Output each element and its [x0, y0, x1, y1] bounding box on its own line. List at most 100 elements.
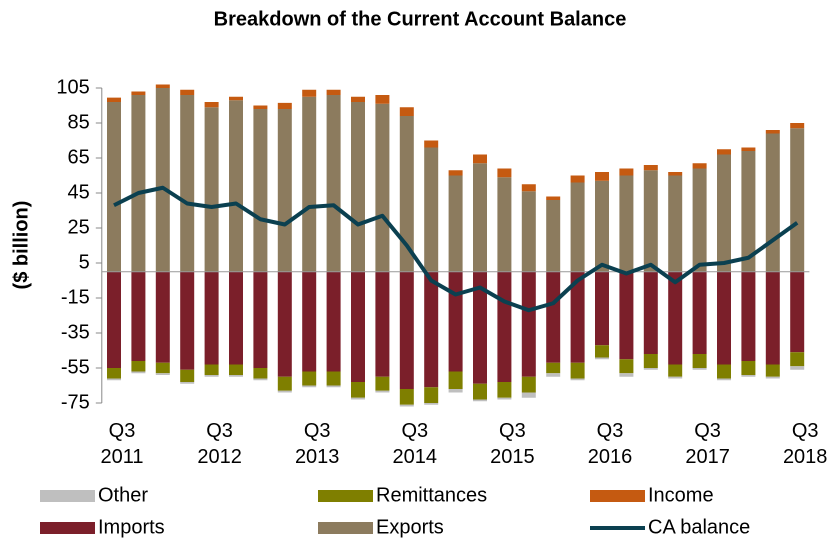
bar-segment	[546, 271, 561, 363]
bar-segment	[521, 191, 536, 272]
bar-segment	[765, 364, 780, 377]
legend-swatch	[318, 490, 373, 502]
bar-segment	[473, 154, 487, 164]
bar-segment	[497, 271, 512, 382]
bar-segment	[424, 140, 439, 148]
bar-segment	[302, 371, 317, 386]
legend-label: CA balance	[648, 516, 750, 538]
bar-segment	[253, 105, 268, 109]
bar-segment	[643, 354, 658, 368]
bar-segment	[351, 271, 365, 382]
legend-swatch	[40, 522, 95, 534]
legend-label: Exports	[376, 516, 444, 538]
y-tick-label: -55	[61, 356, 90, 378]
bar-segment	[790, 271, 805, 353]
bar-segment	[424, 147, 439, 272]
bar-segment	[180, 89, 195, 95]
bar-segment	[399, 116, 414, 272]
bar-segment	[277, 390, 292, 393]
bar-segment	[204, 102, 219, 108]
bar-segment	[668, 271, 683, 365]
bar-segment	[155, 362, 170, 374]
bar-segment	[546, 362, 561, 374]
y-tick-label: 105	[56, 76, 89, 98]
bar-segment	[448, 175, 463, 272]
bar-segment	[765, 130, 780, 134]
bar-segment	[595, 345, 609, 358]
bar-segment	[595, 357, 609, 360]
bar-segment	[521, 184, 536, 192]
bar-segment	[131, 91, 146, 95]
bar-segment	[399, 107, 414, 116]
bar-segment	[399, 271, 414, 389]
bar-segment	[375, 390, 390, 393]
bar-segment	[375, 95, 390, 104]
y-tick-label: -35	[61, 321, 90, 343]
bar-segment	[326, 89, 341, 95]
bar-segment	[619, 168, 634, 176]
bar-segment	[668, 175, 683, 272]
legend-swatch	[40, 490, 95, 502]
bar-segment	[204, 271, 219, 365]
bar-segment	[741, 375, 756, 377]
bar-segment	[399, 389, 414, 405]
bar-segment	[546, 373, 561, 377]
bar-segment	[497, 177, 512, 272]
bar-segment	[619, 175, 634, 272]
bar-segment	[424, 387, 439, 403]
bar-segment	[570, 378, 585, 381]
legend-label: Remittances	[376, 484, 487, 506]
bar-segment	[107, 368, 121, 379]
bar-segment	[692, 368, 707, 370]
bar-segment	[546, 200, 561, 272]
bar-segment	[229, 375, 243, 377]
bar-segment	[351, 397, 365, 400]
bar-segment	[180, 382, 195, 384]
bar-segment	[326, 271, 341, 372]
bar-segment	[131, 271, 146, 361]
bar-segment	[107, 97, 121, 102]
bar-segment	[375, 376, 390, 391]
bar-segment	[253, 368, 268, 379]
bar-segment	[741, 151, 756, 272]
bar-segment	[790, 352, 805, 367]
x-tick-label: Q3 2018	[782, 420, 828, 468]
bar-segment	[399, 404, 414, 407]
bar-segment	[277, 271, 292, 377]
bar-segment	[595, 172, 609, 181]
x-tick-label: Q3 2011	[100, 420, 144, 468]
x-tick-label: Q3 2015	[490, 420, 535, 468]
line	[113, 185, 799, 313]
bar-segment	[326, 371, 341, 386]
bar-segment	[497, 397, 512, 400]
bar-segment	[351, 382, 365, 398]
bar-segment	[180, 95, 195, 272]
bar-segment	[692, 168, 707, 272]
bar-segment	[180, 369, 195, 382]
bar-segment	[717, 154, 731, 272]
bar-segment	[326, 95, 341, 272]
bar-segment	[717, 364, 731, 379]
bar-segment	[643, 271, 658, 354]
bar-segment	[790, 123, 805, 129]
bar-segment	[326, 385, 341, 388]
bar-segment	[107, 378, 121, 381]
bar-segment	[790, 366, 805, 370]
bar-segment	[741, 271, 756, 361]
x-tick-label: Q3 2012	[197, 420, 242, 468]
bar-segment	[643, 368, 658, 370]
bar-segment	[229, 96, 243, 101]
bar-segment	[155, 84, 170, 88]
bar-segment	[692, 163, 707, 169]
bar-segment	[497, 382, 512, 398]
bar-segment	[668, 172, 683, 176]
x-tick-label: Q3 2016	[587, 420, 633, 468]
y-tick-label: -15	[61, 286, 90, 308]
bar-segment	[521, 392, 536, 398]
bar-segment	[107, 102, 121, 272]
bar-segment	[741, 147, 756, 151]
y-tick-label: 65	[68, 146, 90, 168]
bar-segment	[741, 361, 756, 375]
